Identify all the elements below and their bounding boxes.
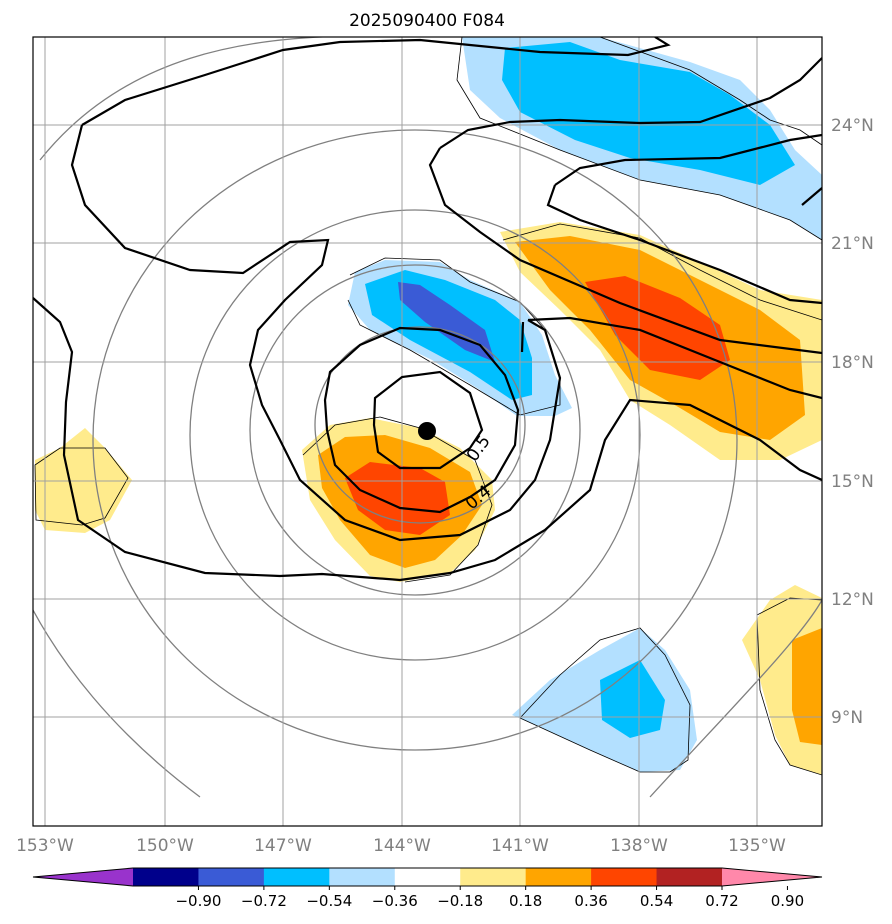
colorbar-label: 0.72 [705,892,738,910]
storm-center-marker [418,422,436,440]
lon-tick-label: 135°W [728,836,786,856]
colorbar-label: 0.36 [574,892,607,910]
lat-tick-label: 24°N [831,116,874,136]
colorbar-segment [656,868,723,886]
lon-tick-label: 147°W [254,836,312,856]
grid-lines [33,37,822,826]
lat-tick-label: 21°N [831,234,874,254]
lat-tick-label: 18°N [831,353,874,373]
lat-tick-label: 15°N [831,472,874,492]
lat-tick-label: 12°N [831,590,874,610]
negative-shading-south-medium [600,660,665,738]
lat-tick-labels: 24°N 21°N 18°N 15°N 12°N 9°N [831,116,874,728]
colorbar-label: −0.18 [437,892,483,910]
colorbar: −0.90 −0.72 −0.54 −0.36 −0.18 0.18 0.36 0.54 0.7… [32,867,823,910]
colorbar-extend-high [722,868,822,886]
colorbar-segment [329,868,396,886]
lon-tick-label: 150°W [136,836,194,856]
colorbar-segment [460,868,527,886]
map-frame [32,36,823,827]
colorbar-segment [133,868,199,886]
negative-shading-north-medium [502,42,795,185]
positive-shading-southeast-medium [792,628,822,745]
positive-shading-center-dark [345,462,450,535]
colorbar-label: −0.90 [175,892,221,910]
chart-title: 2025090400 F084 [349,11,505,31]
colorbar-segment [394,868,461,886]
colorbar-label: 0.18 [509,892,542,910]
main-contours [33,37,822,582]
lon-tick-label: 144°W [373,836,431,856]
lon-tick-label: 138°W [610,836,668,856]
colorbar-label: 0.90 [771,892,804,910]
colorbar-extend-low [33,868,133,886]
colorbar-segment [198,868,265,886]
colorbar-label: 0.54 [640,892,673,910]
positive-shading-east-dark [585,276,730,380]
lon-tick-label: 153°W [16,836,74,856]
lon-tick-label: 141°W [491,836,549,856]
colorbar-segment [591,868,658,886]
colorbar-label: −0.54 [306,892,352,910]
colorbar-segment [263,868,330,886]
lat-tick-label: 9°N [831,708,863,728]
lon-tick-labels: 153°W 150°W 147°W 144°W 141°W 138°W 135°… [16,836,786,856]
background-contours [33,37,822,798]
thin-outline-layer [34,37,822,776]
colorbar-outline [32,867,823,887]
colorbar-segment [525,868,592,886]
map-panel: 0.5 0.4 [33,37,822,826]
colorbar-label: −0.72 [241,892,287,910]
colorbar-label: −0.36 [372,892,418,910]
